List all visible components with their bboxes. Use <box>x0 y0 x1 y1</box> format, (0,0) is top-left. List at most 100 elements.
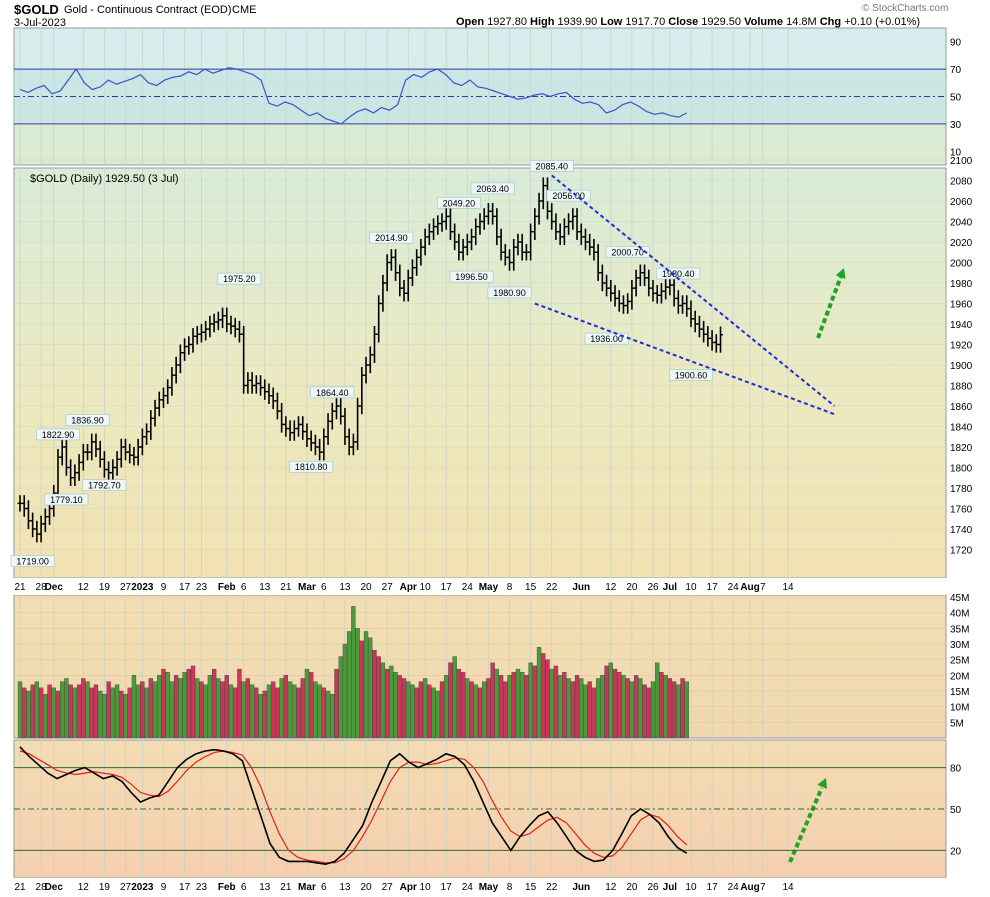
volume-bar <box>490 662 495 739</box>
volume-value: 14.8M <box>786 16 817 28</box>
volume-bar <box>393 672 398 739</box>
vol-tick: 25M <box>950 656 969 667</box>
volume-bar <box>680 678 685 739</box>
price-annotation: 1864.40 <box>310 386 355 399</box>
x-tick-label: 8 <box>507 882 513 893</box>
volume-bar <box>34 681 40 739</box>
volume-bar <box>68 684 73 739</box>
vol-tick: 35M <box>950 624 969 635</box>
volume-bar <box>368 637 373 739</box>
x-tick-label: 15 <box>525 882 537 893</box>
price-annotation: 1792.70 <box>82 479 127 491</box>
price-tick: 2000 <box>950 259 973 270</box>
annotation-label: 1822.90 <box>42 430 75 440</box>
volume-bar <box>469 681 474 739</box>
volume-bar <box>355 628 360 739</box>
volume-bar <box>629 681 635 739</box>
x-tick-label: Mar <box>298 582 316 593</box>
volume-bar <box>574 675 580 739</box>
vol-tick: 40M <box>950 609 969 620</box>
bottom-axis-strip <box>14 878 946 897</box>
volume-bar <box>655 662 660 739</box>
chg-label: Chg <box>819 16 842 28</box>
price-tick: 2080 <box>950 177 973 188</box>
volume-bar <box>612 668 618 739</box>
price-tick: 1900 <box>950 361 973 372</box>
rsi-tick: 90 <box>950 38 962 49</box>
volume-bar <box>106 681 111 739</box>
volume-bar <box>477 687 483 739</box>
x-tick-label: 13 <box>259 582 271 593</box>
annotation-label: 1980.90 <box>493 288 526 298</box>
x-tick-label: 27 <box>120 882 132 893</box>
volume-bar <box>131 675 137 739</box>
price-annotation: 1900.60 <box>669 369 713 381</box>
price-tick: 1820 <box>950 443 973 454</box>
x-tick-label: Apr <box>400 582 417 593</box>
open-label: Open <box>456 16 485 28</box>
volume-bar <box>570 681 575 739</box>
price-tick: 2040 <box>950 218 973 229</box>
volume-bar <box>473 684 478 739</box>
volume-bar <box>363 631 369 739</box>
volume-bar <box>317 684 322 739</box>
price-annotation: 2063.40 <box>470 182 515 195</box>
volume-bar <box>342 643 348 739</box>
x-tick-label: 9 <box>161 582 167 593</box>
high-value: 1939.90 <box>557 16 598 28</box>
volume-bar <box>583 684 588 739</box>
trendline-0 <box>551 174 836 407</box>
volume-bar <box>372 650 377 739</box>
x-tick-label: 9 <box>161 882 167 893</box>
x-tick-label: 26 <box>647 882 659 893</box>
rsi-tick: 50 <box>950 93 962 104</box>
annotation-label: 1864.40 <box>316 388 349 398</box>
volume-bar <box>304 668 310 739</box>
x-tick-label: 7 <box>760 882 766 893</box>
volume-bar <box>173 675 179 739</box>
volume-bar <box>604 665 609 739</box>
volume-bar <box>334 668 339 739</box>
volume-bars <box>17 606 689 739</box>
x-tick-label: 20 <box>626 582 638 593</box>
x-tick-label: 13 <box>339 882 351 893</box>
volume-bar <box>313 681 318 739</box>
x-tick-label: 28 <box>36 882 48 893</box>
vol-tick: 5M <box>950 718 964 729</box>
price-tick: 1780 <box>950 484 973 495</box>
x-tick-label: 17 <box>707 582 719 593</box>
x-tick-label: 19 <box>99 882 111 893</box>
volume-bar <box>532 665 537 739</box>
symbol-description: Gold - Continuous Contract (EOD) <box>64 4 232 16</box>
volume-bar <box>195 678 200 739</box>
x-tick-label: 6 <box>241 882 247 893</box>
volume-bar <box>157 675 162 739</box>
volume-bar <box>81 678 86 739</box>
volume-bar <box>98 690 103 739</box>
volume-bar <box>608 662 613 739</box>
volume-bar <box>650 681 656 739</box>
price-tick: 1980 <box>950 279 973 290</box>
volume-bar <box>389 665 394 739</box>
volume-bar <box>347 631 352 739</box>
x-tick-label: 24 <box>462 882 474 893</box>
x-tick-label: Jul <box>663 582 678 593</box>
volume-bar <box>621 675 626 739</box>
volume-bar <box>465 678 470 739</box>
volume-bar <box>275 687 280 739</box>
volume-bar <box>17 681 23 739</box>
x-tick-label: 23 <box>196 582 208 593</box>
volume-bar <box>587 681 592 739</box>
volume-bar <box>47 684 52 739</box>
x-tick-label: May <box>479 882 499 893</box>
x-tick-label: 13 <box>259 882 271 893</box>
price-tick: 1740 <box>950 525 973 536</box>
x-tick-label: 19 <box>99 582 111 593</box>
x-tick-label: Jun <box>572 882 590 893</box>
volume-bar <box>422 678 428 739</box>
x-tick-label: 12 <box>605 582 617 593</box>
rsi-tick: 70 <box>950 65 962 76</box>
x-tick-label: Jun <box>572 582 590 593</box>
volume-bar <box>60 681 65 739</box>
